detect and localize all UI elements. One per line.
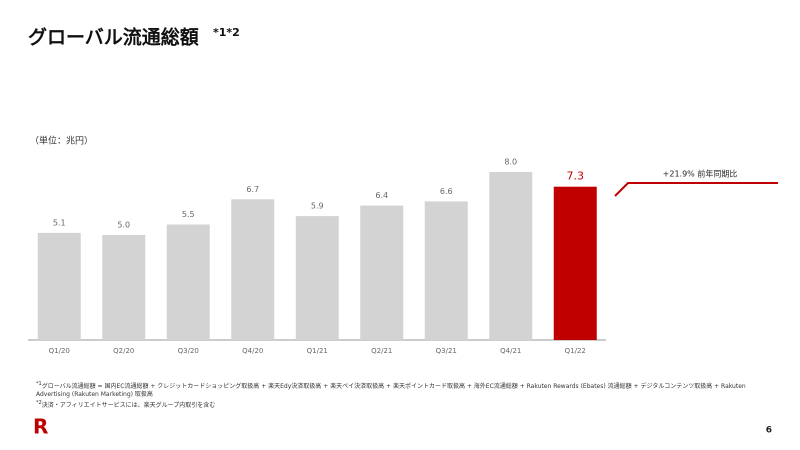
footnote-text: 決済・アフィリエイトサービスには、楽天グループ内取引を含む	[41, 402, 216, 409]
bar	[424, 201, 468, 340]
value-label: 5.0	[117, 221, 130, 230]
value-label: 7.3	[567, 170, 585, 183]
bar	[489, 172, 533, 340]
value-label: 5.1	[53, 218, 66, 227]
bar	[295, 216, 339, 340]
footnote-marker: *1	[36, 381, 42, 387]
page-number: 6	[766, 426, 772, 436]
value-label: 6.7	[246, 185, 259, 194]
title-note: *1*2	[213, 26, 240, 39]
footnote-marker: *2	[36, 400, 42, 406]
bar	[102, 235, 146, 340]
value-label: 5.5	[182, 210, 195, 219]
unit-label: （単位：兆円）	[30, 135, 93, 147]
footnotes: *1グローバル流通総額 = 国内EC流通総額 + クレジットカードショッピング取…	[36, 380, 766, 410]
annotation-line	[614, 182, 778, 197]
value-label: 6.6	[440, 187, 453, 196]
x-tick-label: Q2/21	[371, 347, 392, 355]
x-tick-label: Q1/21	[307, 347, 328, 355]
x-tick-label: Q4/20	[242, 347, 263, 355]
bar	[553, 186, 597, 340]
value-label: 6.4	[375, 191, 388, 200]
x-tick-label: Q4/21	[500, 347, 521, 355]
value-label: 5.9	[311, 202, 324, 211]
annotation: +21.9% 前年同期比	[663, 169, 738, 179]
bar	[231, 199, 275, 340]
bar	[360, 205, 404, 340]
footnote: *1グローバル流通総額 = 国内EC流通総額 + クレジットカードショッピング取…	[36, 380, 766, 399]
chart-title: グローバル流通総額	[28, 26, 199, 49]
x-tick-label: Q1/20	[49, 347, 70, 355]
value-label: 8.0	[504, 158, 517, 167]
footnote: *2決済・アフィリエイトサービスには、楽天グループ内取引を含む	[36, 399, 766, 410]
x-tick-label: Q3/21	[436, 347, 457, 355]
x-tick-label: Q2/20	[113, 347, 134, 355]
logo: R	[33, 415, 48, 439]
bar	[37, 232, 81, 340]
x-tick-label: Q1/22	[565, 347, 586, 355]
footnote-text: グローバル流通総額 = 国内EC流通総額 + クレジットカードショッピング取扱高…	[36, 383, 746, 398]
x-tick-label: Q3/20	[178, 347, 199, 355]
bar	[166, 224, 210, 340]
